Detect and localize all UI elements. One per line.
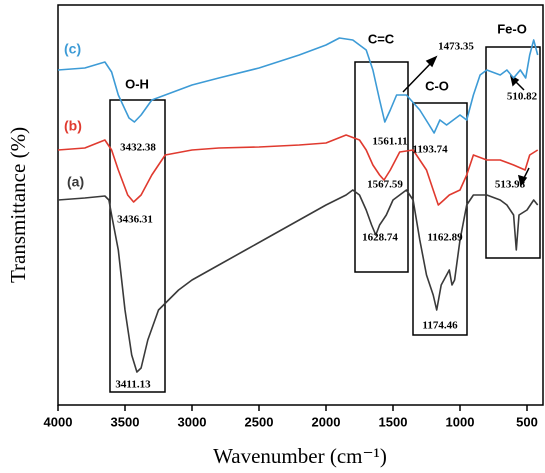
- group-label: C=C: [368, 31, 395, 46]
- x-tick-label: 4000: [44, 414, 73, 429]
- arrow: [402, 61, 433, 93]
- group-boxes: [109, 46, 541, 393]
- box-cc: [354, 61, 409, 273]
- peak-label: 510.82: [507, 91, 538, 103]
- peak-label: 3432.38: [120, 142, 156, 154]
- peak-label: 1567.59: [367, 179, 403, 191]
- series-label: (c): [64, 41, 81, 57]
- box-feo: [485, 46, 541, 259]
- peak-label: 1473.35: [438, 41, 474, 53]
- x-tick-label: 1000: [446, 414, 475, 429]
- peak-label: 3411.13: [115, 379, 151, 391]
- peak-label: 3436.31: [117, 214, 153, 226]
- box-oh: [109, 99, 166, 393]
- x-tick-label: 2500: [245, 414, 274, 429]
- group-label: C-O: [425, 78, 449, 93]
- series-label: (b): [64, 118, 82, 134]
- x-axis-label: Wavenumber (cm⁻¹): [213, 444, 387, 468]
- spectrum-line: [57, 189, 539, 373]
- y-axis-label: Transmittance (%): [6, 127, 30, 283]
- spectrum-line: [57, 37, 539, 134]
- group-label: Fe-O: [497, 21, 527, 36]
- plot-frame: [57, 4, 544, 406]
- peak-label: 513.98: [495, 179, 526, 191]
- arrows: [402, 55, 530, 187]
- peak-label: 1174.46: [422, 320, 458, 332]
- series-label: (a): [67, 174, 84, 190]
- x-tick-label: 500: [516, 414, 538, 429]
- arrow-head: [517, 174, 528, 187]
- group-label: O-H: [125, 76, 149, 91]
- peak-label: 1561.11: [372, 136, 407, 148]
- x-tick-label: 3500: [111, 414, 140, 429]
- x-tick-label: 3000: [178, 414, 207, 429]
- spectrum-line: [57, 134, 539, 206]
- x-tick-label: 1500: [379, 414, 408, 429]
- peak-label: 1193.74: [412, 144, 448, 156]
- peak-label: 1628.74: [362, 232, 398, 244]
- peak-label: 1162.89: [427, 232, 463, 244]
- x-tick-label: 2000: [312, 414, 341, 429]
- arrow-head: [425, 55, 438, 68]
- box-co: [412, 102, 468, 336]
